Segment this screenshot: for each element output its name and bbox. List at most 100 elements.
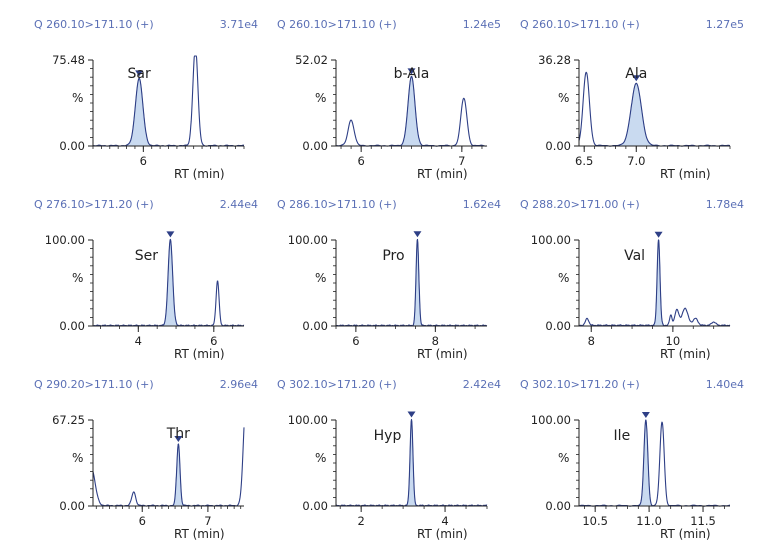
y-axis-unit: % xyxy=(315,451,327,465)
compound-label: Ala xyxy=(625,66,647,82)
integrated-peak-area xyxy=(162,238,178,327)
chromatogram-trace xyxy=(92,55,245,147)
chromatogram-plot: 100.00 0.00 2 4 Hyp xyxy=(288,411,488,528)
transition-label: Q 276.10>171.20 (+) xyxy=(34,198,154,211)
x-axis-label: RT (min) xyxy=(174,347,225,361)
chromatogram-plot: 100.00 0.00 6 8 Pro xyxy=(288,231,488,348)
compound-label: Ser xyxy=(135,248,159,264)
intensity-label: 2.96e4 xyxy=(219,378,258,391)
x-tick-label: 7.0 xyxy=(627,154,645,168)
compound-label: Hyp xyxy=(374,428,402,444)
chromatogram-plot: 100.00 0.00 4 6 Ser xyxy=(45,231,245,348)
x-tick-label: 4 xyxy=(135,334,142,348)
chromatogram-plot: 100.00 0.00 10.5 11.0 11.5 Ile xyxy=(531,411,731,528)
chromatogram-plot: 100.00 0.00 8 10 Val xyxy=(531,231,731,348)
x-tick-label: 10.5 xyxy=(582,514,608,528)
y-min-label: 0.00 xyxy=(59,139,85,153)
x-tick-label: 6 xyxy=(140,154,147,168)
chromatogram-plot: 52.02 0.00 6 7 b-Ala xyxy=(295,53,488,168)
transition-label: Q 302.10>171.20 (+) xyxy=(520,378,640,391)
y-max-label: 100.00 xyxy=(288,233,328,247)
transition-label: Q 290.20>171.10 (+) xyxy=(34,378,154,391)
x-tick-label: 6 xyxy=(358,154,365,168)
integrated-peak-area xyxy=(399,75,424,147)
chromatogram-trace xyxy=(335,238,488,327)
compound-label: Sar xyxy=(128,66,151,82)
transition-label: Q 260.10>171.10 (+) xyxy=(34,18,154,31)
compound-label: Ile xyxy=(614,428,631,444)
chromatogram-panel-pro: Q 286.10>171.10 (+) 1.62e4% RT (min) 100.00… xyxy=(271,184,515,362)
y-min-label: 0.00 xyxy=(545,319,571,333)
compound-label: b-Ala xyxy=(394,66,430,82)
peak-marker-icon xyxy=(632,75,641,82)
y-min-label: 0.00 xyxy=(545,139,571,153)
y-axis-unit: % xyxy=(72,451,84,465)
peak-marker-icon xyxy=(641,411,650,418)
x-tick-label: 6.5 xyxy=(575,154,593,168)
transition-label: Q 260.10>171.10 (+) xyxy=(520,18,640,31)
peak-marker-icon xyxy=(135,70,144,77)
y-axis-unit: % xyxy=(72,91,84,105)
chromatogram-trace xyxy=(578,71,731,147)
compound-label: Val xyxy=(624,248,645,264)
y-axis-unit: % xyxy=(72,271,84,285)
intensity-label: 1.78e4 xyxy=(705,198,744,211)
y-max-label: 100.00 xyxy=(531,233,571,247)
x-axis-label: RT (min) xyxy=(660,167,711,181)
chromatogram-panel-hyp: Q 302.10>171.20 (+) 2.42e4% RT (min) 100.00… xyxy=(271,364,515,542)
chromatogram-panel-thr: Q 290.20>171.10 (+) 2.96e4% RT (min) 67.25 0… xyxy=(28,364,272,542)
chromatogram-panel-ala: Q 260.10>171.10 (+) 1.27e5% RT (min) 36.28 0… xyxy=(514,4,758,182)
intensity-label: 1.40e4 xyxy=(705,378,744,391)
x-axis-label: RT (min) xyxy=(660,527,711,541)
y-min-label: 0.00 xyxy=(545,499,571,513)
x-tick-label: 2 xyxy=(358,514,365,528)
y-axis-unit: % xyxy=(558,271,570,285)
transition-label: Q 286.10>171.10 (+) xyxy=(277,198,397,211)
peak-marker-icon xyxy=(166,231,175,238)
y-max-label: 67.25 xyxy=(52,413,85,427)
y-axis-unit: % xyxy=(315,91,327,105)
y-axis-unit: % xyxy=(558,451,570,465)
integrated-peak-area xyxy=(619,82,654,147)
y-min-label: 0.00 xyxy=(302,139,328,153)
x-axis-label: RT (min) xyxy=(417,527,468,541)
x-tick-label: 6 xyxy=(210,334,217,348)
x-tick-label: 6 xyxy=(352,334,359,348)
x-tick-label: 11.0 xyxy=(636,514,662,528)
chromatogram-panel-val: Q 288.20>171.00 (+) 1.78e4% RT (min) 100.00… xyxy=(514,184,758,362)
chromatogram-plot: 75.48 0.00 6 Sar xyxy=(52,53,245,168)
x-tick-label: 6 xyxy=(139,514,146,528)
transition-label: Q 260.10>171.10 (+) xyxy=(277,18,397,31)
compound-label: Thr xyxy=(166,426,190,442)
intensity-label: 1.24e5 xyxy=(462,18,501,31)
x-tick-label: 8 xyxy=(432,334,439,348)
y-max-label: 52.02 xyxy=(295,53,328,67)
x-axis-label: RT (min) xyxy=(174,527,225,541)
x-axis-label: RT (min) xyxy=(417,167,468,181)
x-tick-label: 7 xyxy=(458,154,465,168)
intensity-label: 1.62e4 xyxy=(462,198,501,211)
intensity-label: 2.44e4 xyxy=(219,198,258,211)
x-tick-label: 7 xyxy=(204,514,211,528)
chromatogram-trace xyxy=(92,238,245,327)
x-tick-label: 4 xyxy=(441,514,448,528)
y-max-label: 100.00 xyxy=(288,413,328,427)
chromatogram-trace xyxy=(578,419,731,507)
chromatogram-panel-ile: Q 302.10>171.20 (+) 1.40e4% RT (min) 100.00… xyxy=(514,364,758,542)
chromatogram-plot: 36.28 0.00 6.5 7.0 Ala xyxy=(538,53,731,168)
x-tick-label: 11.5 xyxy=(690,514,716,528)
y-max-label: 100.00 xyxy=(45,233,85,247)
chromatogram-panel-b-ala: Q 260.10>171.10 (+) 1.24e5% RT (min) 52.02 0… xyxy=(271,4,515,182)
x-tick-label: 8 xyxy=(588,334,595,348)
peak-marker-icon xyxy=(413,231,422,238)
y-axis-unit: % xyxy=(315,271,327,285)
y-max-label: 75.48 xyxy=(52,53,85,67)
chromatogram-plot: 67.25 0.00 6 7 Thr xyxy=(52,413,245,528)
transition-label: Q 302.10>171.20 (+) xyxy=(277,378,397,391)
y-max-label: 100.00 xyxy=(531,413,571,427)
chromatogram-trace xyxy=(335,75,488,147)
y-min-label: 0.00 xyxy=(302,499,328,513)
peak-marker-icon xyxy=(407,411,416,418)
peak-marker-icon xyxy=(654,231,663,238)
x-axis-label: RT (min) xyxy=(174,167,225,181)
